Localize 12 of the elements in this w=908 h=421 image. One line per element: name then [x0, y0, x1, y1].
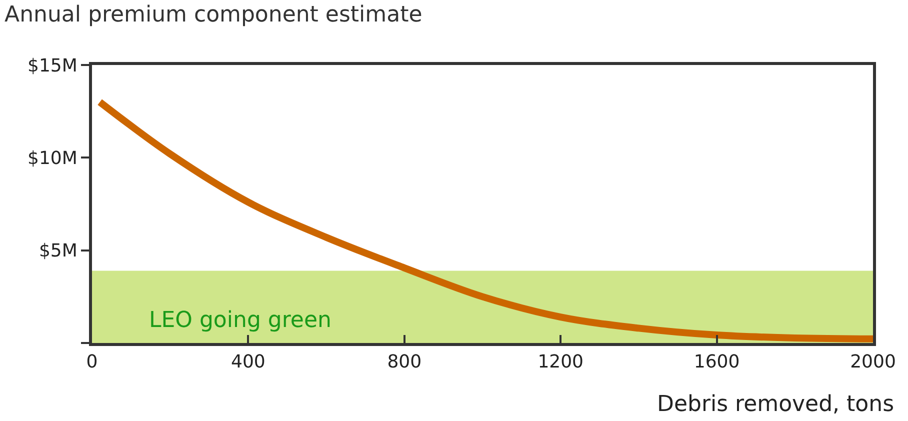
y-tick-label: $10M [28, 148, 78, 169]
x-axis-title: Debris removed, tons [657, 392, 894, 417]
x-tick-label: 1200 [538, 352, 584, 373]
x-tick-label: 2000 [850, 352, 896, 373]
x-tick-label: 0 [86, 352, 98, 373]
y-tick-label: $15M [28, 55, 78, 76]
x-tick-label: 1600 [694, 352, 740, 373]
chart-title: Annual premium component estimate [4, 2, 422, 28]
x-tick-label: 800 [387, 352, 422, 373]
band-label: LEO going green [149, 308, 332, 333]
x-tick-label: 400 [231, 352, 266, 373]
y-tick-label: $5M [38, 240, 78, 262]
